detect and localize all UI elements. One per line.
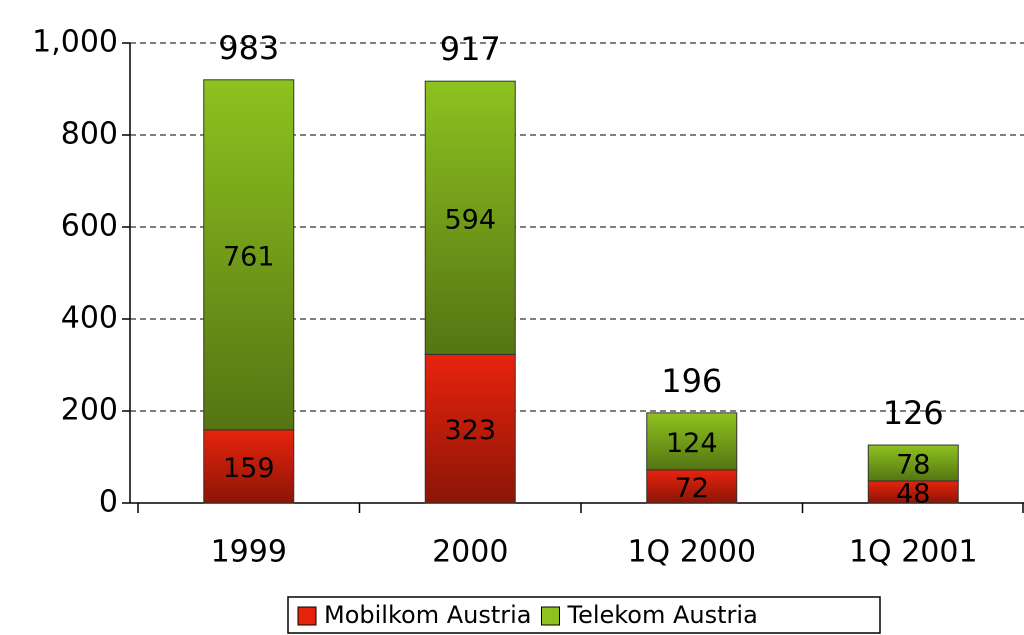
bar-shade xyxy=(203,79,295,431)
x-tick-label: 2000 xyxy=(432,535,508,570)
y-tick-label: 1,000 xyxy=(32,25,118,60)
total-label: 196 xyxy=(661,362,722,400)
bar-shade xyxy=(424,80,516,355)
y-tick-label: 200 xyxy=(61,393,118,428)
y-tick-label: 600 xyxy=(61,209,118,244)
value-label: 323 xyxy=(444,415,496,446)
value-label: 159 xyxy=(223,453,275,484)
value-label: 124 xyxy=(666,428,718,459)
legend-swatch xyxy=(297,606,317,626)
value-label: 761 xyxy=(223,241,275,272)
bar-shade xyxy=(867,444,959,482)
bar-shade xyxy=(203,429,295,504)
value-label: 48 xyxy=(896,478,930,509)
total-label: 983 xyxy=(218,29,279,67)
total-label: 917 xyxy=(440,30,501,68)
y-tick-label: 400 xyxy=(61,301,118,336)
legend-box xyxy=(287,596,881,634)
x-tick-label: 1999 xyxy=(211,535,287,570)
bar-shade xyxy=(646,469,738,504)
total-label: 126 xyxy=(883,394,944,432)
y-tick-label: 0 xyxy=(99,485,118,520)
bar-shade xyxy=(424,353,516,504)
legend-swatch xyxy=(540,606,560,626)
x-tick-label: 1Q 2000 xyxy=(627,535,756,570)
y-tick-label: 800 xyxy=(61,117,118,152)
bar-shade xyxy=(646,412,738,471)
value-label: 78 xyxy=(896,449,930,480)
x-tick-label: 1Q 2001 xyxy=(849,535,978,570)
value-label: 72 xyxy=(675,473,709,504)
legend-label: Mobilkom Austria xyxy=(324,601,531,629)
value-label: 594 xyxy=(444,204,496,235)
legend-label: Telekom Austria xyxy=(566,601,757,629)
